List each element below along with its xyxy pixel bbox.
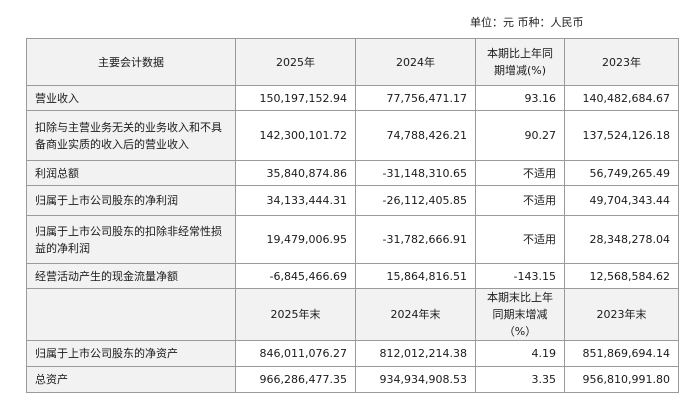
- value-cell: 851,869,694.14: [564, 340, 679, 367]
- header-cell: 2023年: [564, 38, 679, 86]
- value-cell: 956,810,991.80: [564, 366, 679, 393]
- value-cell: 15,864,816.51: [355, 263, 476, 289]
- value-cell: 不适用: [475, 185, 565, 216]
- row-label: 扣除与主营业务无关的业务收入和不具备商业实质的收入后的营业收入: [26, 110, 236, 161]
- value-cell: -143.15: [475, 263, 565, 289]
- table-row: 归属于上市公司股东的净利润 34,133,444.31 -26,112,405.…: [26, 185, 679, 216]
- value-cell: 不适用: [475, 160, 565, 186]
- row-label: 利润总额: [26, 160, 236, 186]
- header-cell: 2025年: [235, 38, 356, 86]
- table-row: 利润总额 35,840,874.86 -31,148,310.65 不适用 56…: [26, 160, 679, 186]
- value-cell: 34,133,444.31: [235, 185, 356, 216]
- value-cell: 74,788,426.21: [355, 110, 476, 161]
- value-cell: 846,011,076.27: [235, 340, 356, 367]
- table-row: 归属于上市公司股东的净资产 846,011,076.27 812,012,214…: [26, 340, 679, 367]
- header-cell: 本期比上年同期增减(%): [475, 38, 565, 86]
- row-label: 营业收入: [26, 85, 236, 111]
- value-cell: 3.35: [475, 366, 565, 393]
- value-cell: 35,840,874.86: [235, 160, 356, 186]
- value-cell: -6,845,466.69: [235, 263, 356, 289]
- value-cell: 137,524,126.18: [564, 110, 679, 161]
- header-cell: [26, 288, 236, 341]
- table-row: 归属于上市公司股东的扣除非经常性损益的净利润 19,479,006.95 -31…: [26, 215, 679, 264]
- value-cell: 49,704,343.44: [564, 185, 679, 216]
- value-cell: 4.19: [475, 340, 565, 367]
- header-cell: 本期末比上年同期末增减（%）: [475, 288, 565, 341]
- table-row: 营业收入 150,197,152.94 77,756,471.17 93.16 …: [26, 85, 679, 111]
- value-cell: 77,756,471.17: [355, 85, 476, 111]
- row-label: 归属于上市公司股东的净资产: [26, 340, 236, 367]
- value-cell: 812,012,214.38: [355, 340, 476, 367]
- value-cell: 19,479,006.95: [235, 215, 356, 264]
- value-cell: 28,348,278.04: [564, 215, 679, 264]
- value-cell: 934,934,908.53: [355, 366, 476, 393]
- row-label: 归属于上市公司股东的净利润: [26, 185, 236, 216]
- table-header-row: 主要会计数据 2025年 2024年 本期比上年同期增减(%) 2023年: [26, 38, 679, 86]
- value-cell: 56,749,265.49: [564, 160, 679, 186]
- row-label: 经营活动产生的现金流量净额: [26, 263, 236, 289]
- value-cell: 140,482,684.67: [564, 85, 679, 111]
- value-cell: 93.16: [475, 85, 565, 111]
- value-cell: 150,197,152.94: [235, 85, 356, 111]
- value-cell: -31,148,310.65: [355, 160, 476, 186]
- header-cell: 2024年: [355, 38, 476, 86]
- header-cell: 主要会计数据: [26, 38, 236, 86]
- value-cell: 966,286,477.35: [235, 366, 356, 393]
- value-cell: 12,568,584.62: [564, 263, 679, 289]
- key-accounting-data-table: 主要会计数据 2025年 2024年 本期比上年同期增减(%) 2023年 营业…: [26, 38, 679, 393]
- table-row: 扣除与主营业务无关的业务收入和不具备商业实质的收入后的营业收入 142,300,…: [26, 110, 679, 161]
- header-cell: 2025年末: [235, 288, 356, 341]
- currency-unit-note: 单位：元 币种：人民币: [470, 16, 584, 29]
- row-label: 总资产: [26, 366, 236, 393]
- table-row: 总资产 966,286,477.35 934,934,908.53 3.35 9…: [26, 366, 679, 393]
- value-cell: 不适用: [475, 215, 565, 264]
- row-label: 归属于上市公司股东的扣除非经常性损益的净利润: [26, 215, 236, 264]
- table-header-row: 2025年末 2024年末 本期末比上年同期末增减（%） 2023年末: [26, 288, 679, 341]
- value-cell: 142,300,101.72: [235, 110, 356, 161]
- header-cell: 2024年末: [355, 288, 476, 341]
- value-cell: -31,782,666.91: [355, 215, 476, 264]
- header-cell: 2023年末: [564, 288, 679, 341]
- value-cell: 90.27: [475, 110, 565, 161]
- table-row: 经营活动产生的现金流量净额 -6,845,466.69 15,864,816.5…: [26, 263, 679, 289]
- value-cell: -26,112,405.85: [355, 185, 476, 216]
